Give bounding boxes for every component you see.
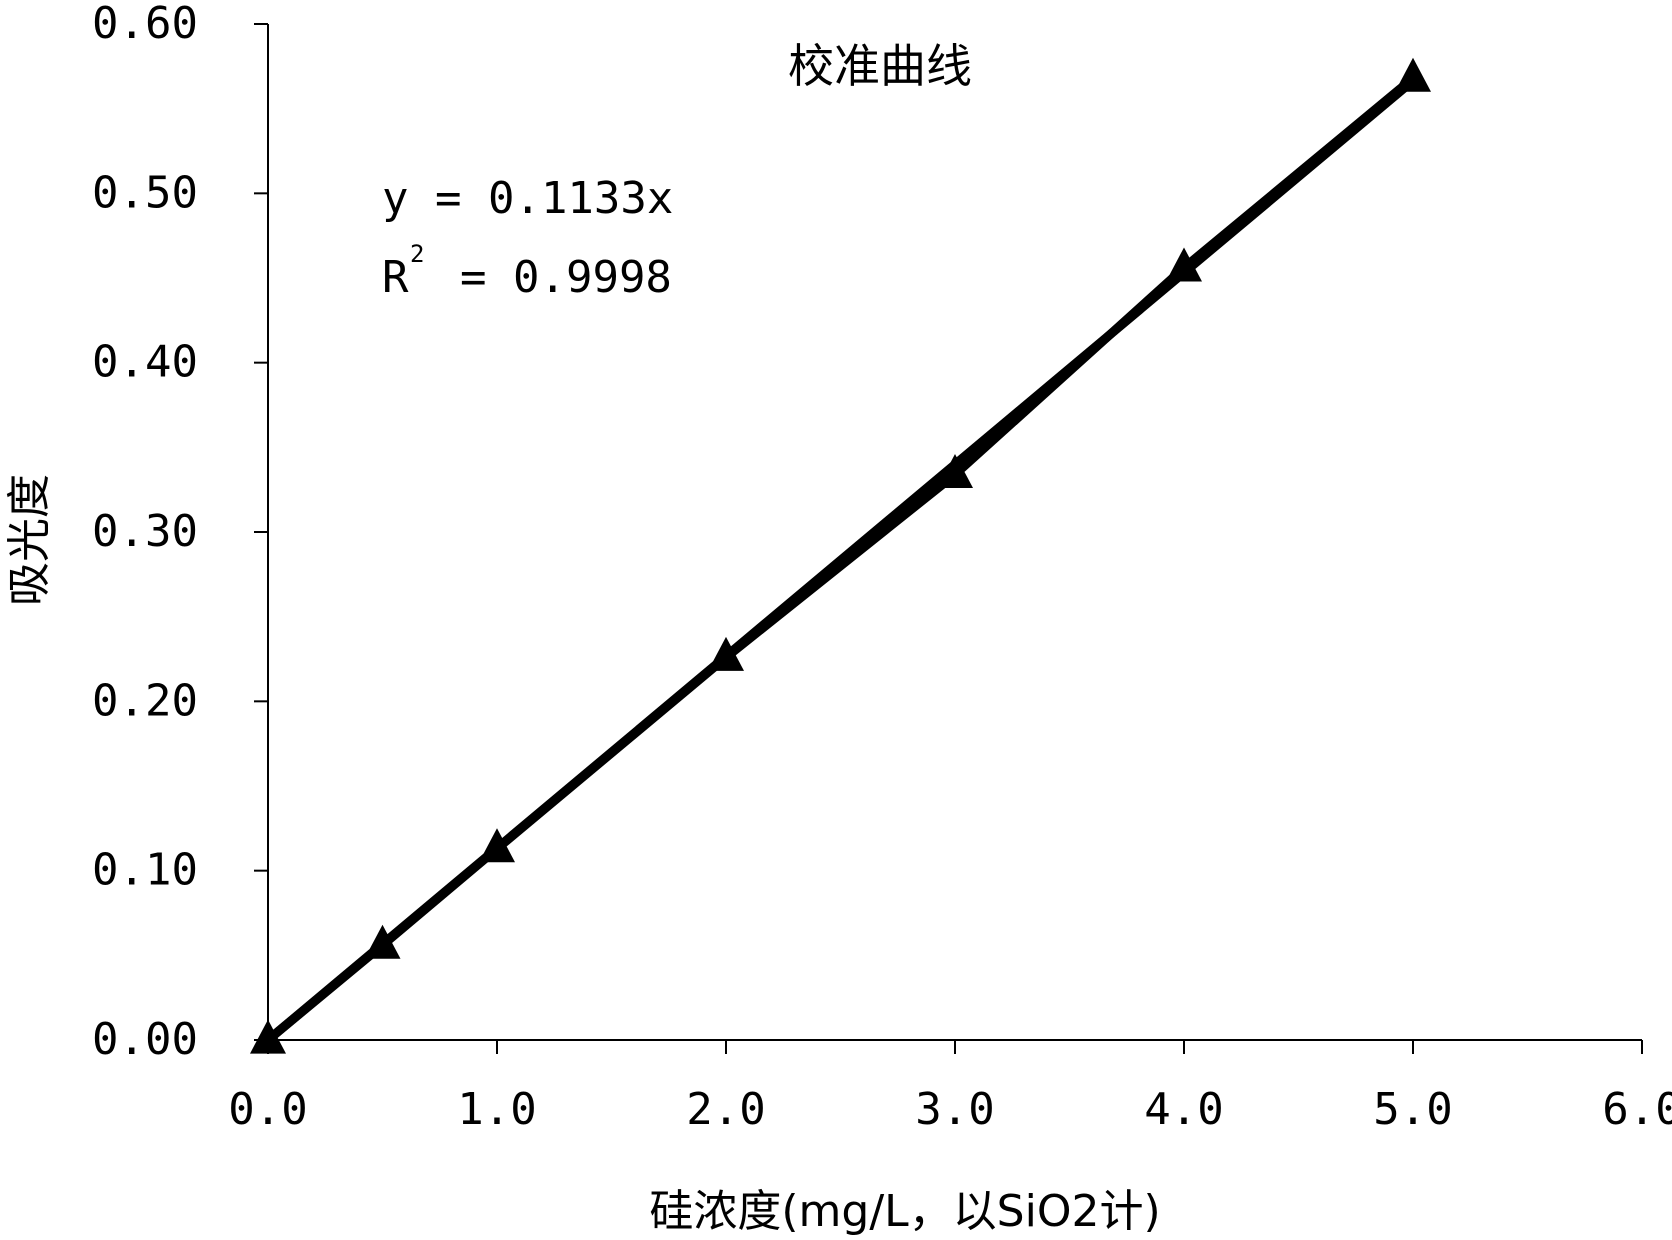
x-tick-label: 5.0 — [1373, 1084, 1452, 1135]
x-tick-label: 1.0 — [457, 1084, 536, 1135]
data-point-triangle — [364, 924, 401, 959]
x-ticks: 0.0 1.0 2.0 3.0 4.0 5.0 6.0 — [228, 1040, 1672, 1135]
data-point-triangle — [1395, 57, 1431, 92]
x-tick-label: 4.0 — [1144, 1084, 1223, 1135]
r-squared-label: R 2 = 0.9998 — [382, 240, 672, 303]
x-tick-label: 3.0 — [915, 1084, 994, 1135]
data-point-triangle — [479, 828, 515, 863]
data-point-triangle — [1166, 247, 1202, 282]
x-tick-label: 6.0 — [1602, 1084, 1672, 1135]
r-squared-exponent: 2 — [410, 240, 424, 268]
x-tick-label: 0.0 — [228, 1084, 307, 1135]
data-point-triangle — [937, 454, 973, 489]
y-tick-label: 0.20 — [92, 675, 198, 726]
y-tick-label: 0.50 — [92, 167, 198, 218]
r-squared-value: = 0.9998 — [460, 252, 672, 303]
y-tick-label: 0.30 — [92, 506, 198, 557]
y-tick-label: 0.10 — [92, 845, 198, 896]
y-tick-label: 0.00 — [92, 1014, 198, 1065]
data-point-triangle — [250, 1019, 286, 1054]
y-tick-label: 0.40 — [92, 337, 198, 388]
x-tick-label: 2.0 — [686, 1084, 765, 1135]
y-axis-label: 吸光度 — [4, 474, 55, 606]
data-point-triangle — [708, 636, 744, 671]
chart-title: 校准曲线 — [788, 39, 972, 93]
x-axis-label: 硅浓度(mg/L，以SiO2计) — [649, 1186, 1160, 1237]
trendline-equation: y = 0.1133x — [382, 173, 673, 224]
r-squared-symbol: R — [382, 252, 409, 303]
data-points — [250, 57, 1431, 1054]
y-tick-label: 0.60 — [92, 0, 198, 49]
y-ticks: 0.00 0.10 0.20 0.30 0.40 0.50 0.60 — [92, 0, 268, 1065]
